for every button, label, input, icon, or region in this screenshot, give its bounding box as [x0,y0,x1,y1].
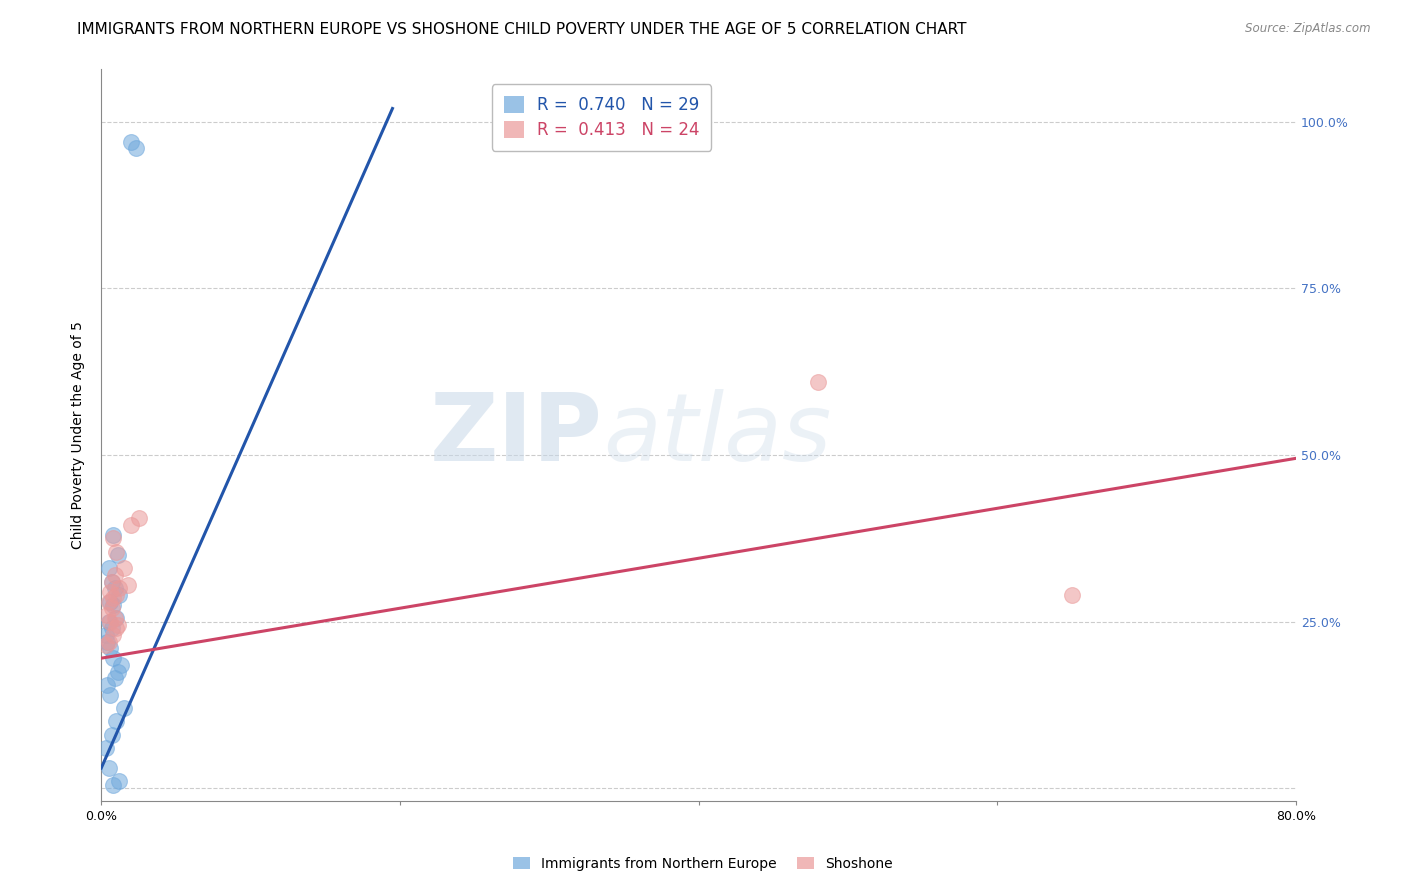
Text: atlas: atlas [603,390,831,481]
Point [108,581,131,595]
Point [100,728,122,742]
Point [100,621,122,635]
Point [108,588,131,602]
Point [96,634,118,648]
Point [98,641,121,656]
Point [104,671,127,685]
Point [107,548,129,562]
Point [96,678,118,692]
Text: IMMIGRANTS FROM NORTHERN EUROPE VS SHOSHONE CHILD POVERTY UNDER THE AGE OF 5 COR: IMMIGRANTS FROM NORTHERN EUROPE VS SHOSH… [77,22,967,37]
Point [94,741,117,756]
Point [107,618,129,632]
Point [807,375,830,389]
Point [105,621,128,635]
Point [112,701,135,715]
Point [120,135,142,149]
Point [110,657,132,672]
Point [97,594,120,608]
Point [105,588,128,602]
Point [97,615,120,629]
Point [101,778,124,792]
Point [104,611,127,625]
Point [98,688,121,702]
Point [98,584,121,599]
Point [124,141,146,155]
Point [104,568,127,582]
Legend: Immigrants from Northern Europe, Shoshone: Immigrants from Northern Europe, Shoshon… [508,851,898,876]
Point [98,594,121,608]
Point [107,665,129,679]
Point [120,517,142,532]
Point [101,598,124,612]
Point [94,638,117,652]
Y-axis label: Child Poverty Under the Age of 5: Child Poverty Under the Age of 5 [72,321,86,549]
Point [96,607,118,622]
Point [105,714,128,729]
Point [117,578,139,592]
Legend: R =  0.740   N = 29, R =  0.413   N = 24: R = 0.740 N = 29, R = 0.413 N = 24 [492,84,711,151]
Point [128,511,150,525]
Point [97,761,120,775]
Point [101,651,124,665]
Point [100,574,122,589]
Text: ZIP: ZIP [430,389,603,481]
Point [108,774,131,789]
Point [105,544,128,558]
Point [98,615,121,629]
Point [101,628,124,642]
Point [100,601,122,615]
Point [97,561,120,575]
Point [101,528,124,542]
Point [97,634,120,648]
Text: Source: ZipAtlas.com: Source: ZipAtlas.com [1246,22,1371,36]
Point [94,628,117,642]
Point [101,591,124,606]
Point [100,574,122,589]
Point [101,531,124,545]
Point [1060,588,1083,602]
Point [105,611,128,625]
Point [112,561,135,575]
Point [104,581,127,595]
